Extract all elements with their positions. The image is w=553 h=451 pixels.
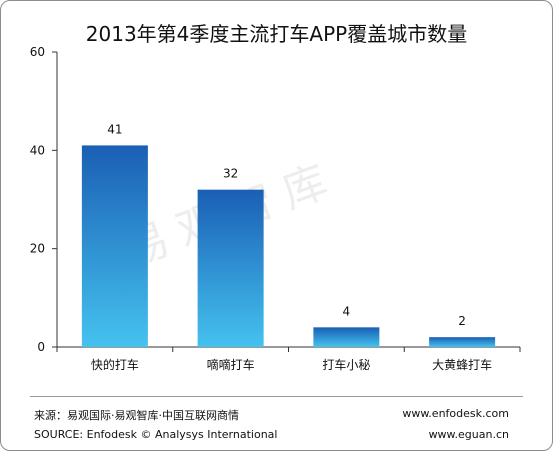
source-en: SOURCE: Enfodesk © Analysys Internationa… [34, 428, 278, 441]
x-tick-label: 嘀嘀打车 [207, 357, 255, 372]
url-enfodesk: www.enfodesk.com [402, 407, 509, 420]
data-label: 41 [107, 122, 122, 136]
y-tick-label: 20 [30, 242, 45, 256]
bar [313, 327, 380, 347]
x-tick-label: 大黄蜂打车 [432, 357, 492, 372]
y-tick-label: 60 [30, 45, 45, 59]
bar [429, 337, 496, 347]
y-tick-label: 40 [30, 143, 45, 157]
x-tick-label: 打车小秘 [322, 357, 370, 372]
bar [197, 189, 264, 347]
chart-title: 2013年第4季度主流打车APP覆盖城市数量 [85, 22, 468, 46]
data-label: 2 [458, 314, 466, 328]
x-tick-label: 快的打车 [91, 357, 139, 372]
source-cn: 来源：易观国际·易观智库·中国互联网商情 [34, 409, 239, 422]
data-label: 32 [223, 167, 238, 181]
footer-divider [30, 396, 523, 397]
bar [81, 145, 148, 347]
url-eguan: www.eguan.cn [428, 428, 509, 441]
y-tick-label: 0 [37, 340, 45, 354]
data-label: 4 [343, 304, 351, 318]
